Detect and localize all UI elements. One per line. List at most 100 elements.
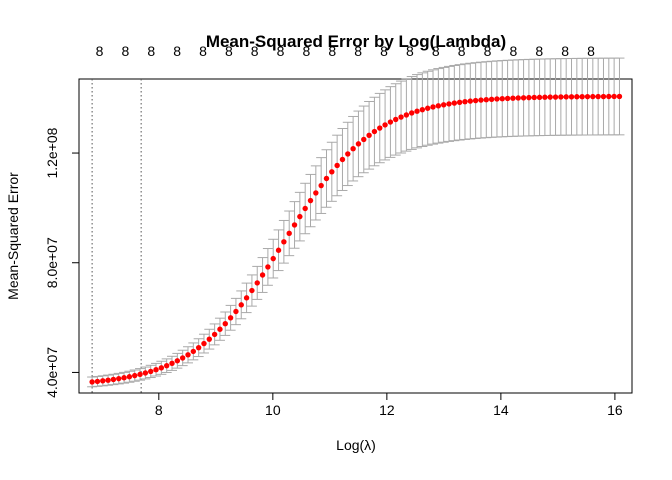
top-axis-label: 8 <box>225 43 233 59</box>
data-point <box>472 97 479 104</box>
data-point <box>217 326 223 332</box>
data-point <box>142 370 149 376</box>
data-point <box>456 99 463 106</box>
data-point <box>345 151 351 157</box>
data-point <box>265 264 271 270</box>
data-point <box>595 93 601 100</box>
data-point <box>89 379 95 385</box>
data-point <box>547 94 553 100</box>
data-point <box>440 102 447 108</box>
data-point <box>531 94 537 101</box>
data-point <box>339 156 346 163</box>
data-point <box>435 103 442 109</box>
data-point <box>286 230 292 237</box>
data-point <box>313 190 319 196</box>
plot-frame <box>78 78 633 394</box>
top-axis-label: 8 <box>354 43 362 59</box>
top-axis-label: 8 <box>277 43 285 59</box>
data-point <box>94 378 101 385</box>
top-axis-label: 8 <box>199 43 207 59</box>
data-point <box>126 374 133 380</box>
data-point <box>243 295 250 301</box>
data-point <box>515 95 521 101</box>
data-point <box>185 352 191 358</box>
data-point <box>478 97 484 103</box>
data-point <box>574 94 580 100</box>
data-point <box>366 132 372 138</box>
data-point <box>121 375 127 381</box>
data-point <box>398 114 404 120</box>
data-point <box>334 162 340 169</box>
data-point <box>361 136 367 143</box>
data-point <box>510 95 516 101</box>
data-point <box>382 122 388 128</box>
top-axis-label: 8 <box>406 43 414 59</box>
data-point <box>584 93 591 100</box>
x-tick-label: 10 <box>265 402 281 418</box>
top-axis-label: 8 <box>561 43 569 59</box>
top-axis-label: 8 <box>328 43 336 59</box>
data-point <box>302 205 308 212</box>
data-point <box>153 366 159 373</box>
data-point <box>174 358 181 364</box>
data-point <box>403 112 410 118</box>
data-point <box>424 105 431 111</box>
top-axis-label: 8 <box>303 43 311 59</box>
data-point <box>520 95 527 101</box>
data-point <box>307 197 314 204</box>
data-point <box>195 344 202 351</box>
data-point <box>190 348 197 355</box>
data-point <box>222 321 228 327</box>
data-point <box>579 93 585 100</box>
data-point <box>281 239 287 245</box>
data-point <box>259 272 266 278</box>
data-point <box>318 182 324 189</box>
data-point <box>430 104 436 110</box>
data-point <box>563 94 569 100</box>
data-point <box>414 108 420 114</box>
x-tick-label: 16 <box>607 402 623 418</box>
y-tick-label: 4.0e+07 <box>44 347 60 398</box>
data-point <box>536 94 543 101</box>
data-point <box>116 375 122 382</box>
error-bars <box>87 57 625 388</box>
top-axis-label: 8 <box>509 43 517 59</box>
data-point <box>350 146 356 152</box>
data-point <box>409 110 415 116</box>
data-point <box>137 371 143 378</box>
top-axis-label: 8 <box>458 43 466 59</box>
data-point <box>371 128 378 135</box>
x-tick-label: 8 <box>155 402 163 418</box>
top-axis-label: 8 <box>380 43 388 59</box>
data-point <box>211 331 218 338</box>
data-point <box>105 377 111 383</box>
data-point <box>254 280 260 286</box>
y-axis-label: Mean-Squared Error <box>5 172 21 300</box>
data-point <box>552 94 559 100</box>
data-point <box>499 95 505 102</box>
data-point <box>233 308 239 315</box>
data-point <box>148 368 154 375</box>
data-point <box>611 93 617 100</box>
data-points <box>89 93 623 385</box>
top-axis-label: 8 <box>147 43 155 59</box>
top-axis-labels: 8 8 8 8 8 8 8 8 8 8 8 8 8 8 8 8 8 8 8 8 <box>96 43 596 59</box>
data-point <box>132 372 138 379</box>
data-point <box>291 222 298 228</box>
data-point <box>163 362 170 369</box>
data-point <box>297 213 303 220</box>
data-point <box>462 98 468 105</box>
data-point <box>329 169 335 175</box>
data-point <box>590 93 596 100</box>
data-point <box>206 336 213 342</box>
data-point <box>227 315 234 321</box>
data-point <box>568 94 575 100</box>
data-point <box>483 96 489 103</box>
top-axis-label: 8 <box>587 43 595 59</box>
data-point <box>393 116 399 123</box>
data-point <box>526 94 532 101</box>
data-point <box>355 141 362 147</box>
reference-lines <box>91 79 142 393</box>
x-axis: 8 10 12 14 16 <box>155 392 623 418</box>
top-axis-label: 8 <box>173 43 181 59</box>
